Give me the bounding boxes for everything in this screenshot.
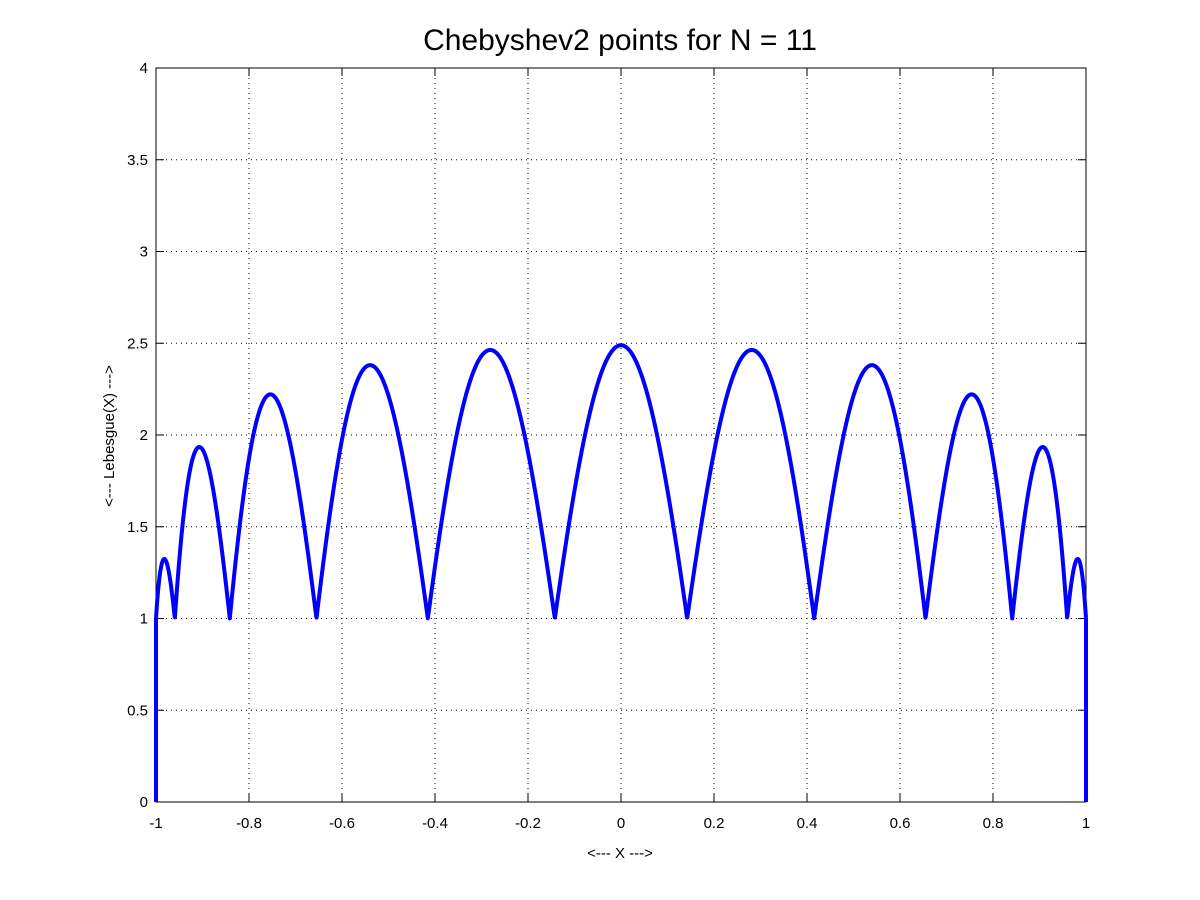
axis-ticks [155, 67, 1087, 803]
y-tick-label: 3.5 [127, 152, 148, 169]
x-tick-label: -0.6 [329, 815, 355, 832]
y-tick-label: 1 [140, 611, 148, 628]
x-tick-label: 0 [617, 815, 625, 832]
x-tick-label: 1 [1082, 815, 1090, 832]
x-tick-labels: -1 -0.8 -0.6 -0.4 -0.2 0 0.2 0.4 0.6 0.8 1 [149, 815, 1090, 832]
x-tick-label: -0.8 [236, 815, 262, 832]
x-tick-label: 0.6 [890, 815, 911, 832]
y-tick-label: 3 [140, 244, 148, 261]
x-tick-label: -0.2 [515, 815, 541, 832]
y-tick-label: 0.5 [127, 702, 148, 719]
y-tick-label: 0 [140, 794, 148, 811]
x-tick-label: 0.8 [983, 815, 1004, 832]
x-tick-label: 0.4 [797, 815, 818, 832]
y-axis-label: <--- Lebesgue(X) ---> [101, 365, 118, 507]
y-tick-label: 1.5 [127, 519, 148, 536]
x-axis-label: <--- X ---> [587, 845, 653, 862]
y-tick-label: 2 [140, 427, 148, 444]
chart-title: Chebyshev2 points for N = 11 [423, 24, 817, 57]
y-tick-label: 2.5 [127, 335, 148, 352]
x-tick-label: -0.4 [422, 815, 448, 832]
lebesgue-function-line [154, 343, 1088, 802]
y-tick-label: 4 [140, 60, 148, 77]
x-tick-label: -1 [149, 815, 162, 832]
y-tick-labels: 0 0.5 1 1.5 2 2.5 3 3.5 4 [127, 60, 148, 811]
x-tick-label: 0.2 [704, 815, 725, 832]
